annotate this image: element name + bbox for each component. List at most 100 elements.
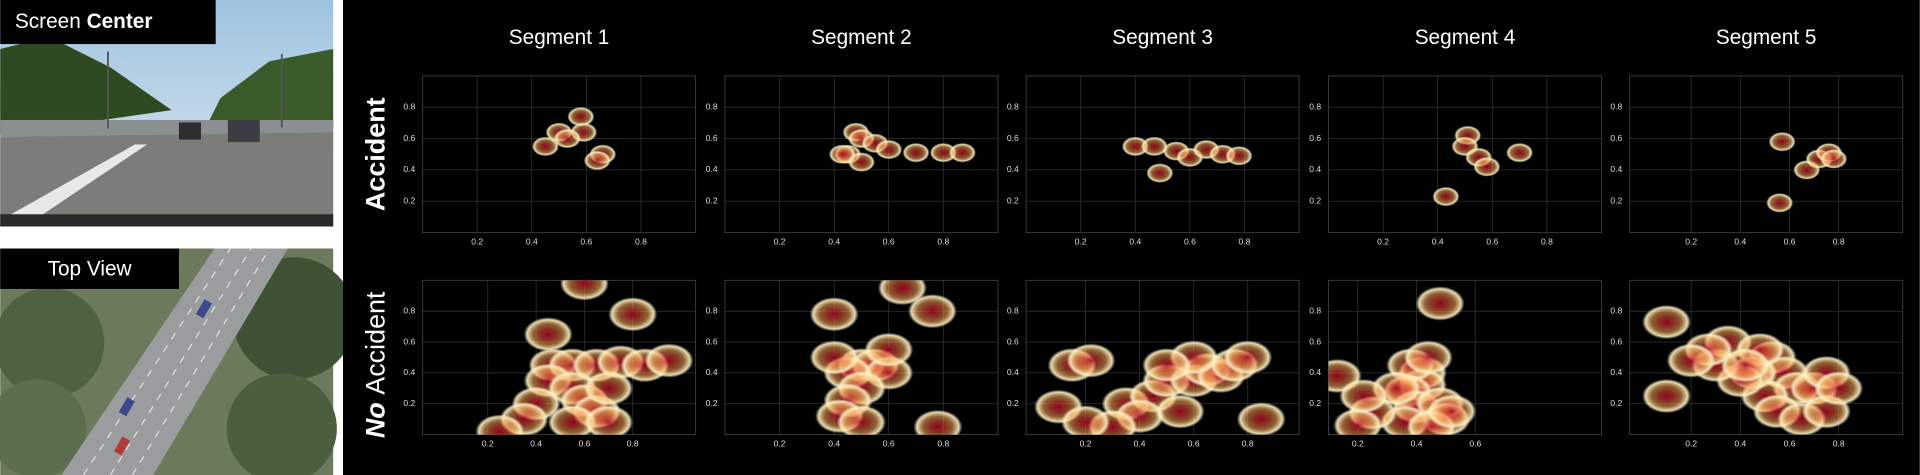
y-tick-label: 0.2 [403, 398, 415, 408]
y-tick-label: 0.2 [1007, 398, 1019, 408]
x-tick-label: 0.2 [1685, 237, 1697, 247]
y-tick-label: 0.4 [706, 367, 718, 377]
density-layer [531, 106, 617, 171]
y-tick-label: 0.6 [403, 336, 415, 346]
x-tick-label: 0.4 [1411, 439, 1423, 449]
photo-label: Screen [15, 10, 81, 33]
y-tick-label: 0.8 [1610, 102, 1622, 112]
y-tick-label: 0.4 [1007, 367, 1019, 377]
density-blob [1415, 286, 1465, 321]
density-blob [907, 294, 957, 329]
plot-area [422, 75, 697, 234]
density-blob [584, 371, 634, 406]
y-tick-label: 0.4 [1610, 164, 1622, 174]
density-blob [809, 340, 859, 375]
y-tick-label: 0.8 [1610, 305, 1622, 315]
y-tick-label: 0.4 [1309, 367, 1321, 377]
x-tick-label: 0.2 [1685, 439, 1697, 449]
y-tick-label: 0.8 [706, 305, 718, 315]
y-tick-label: 0.4 [706, 164, 718, 174]
x-tick-label: 0.6 [883, 439, 895, 449]
x-tick-label: 0.6 [578, 439, 590, 449]
x-tick-label: 0.8 [635, 237, 647, 247]
density-blob [475, 414, 525, 435]
x-tick-label: 0.4 [526, 237, 538, 247]
x-tick-label: 0.2 [1075, 237, 1087, 247]
y-tick-label: 0.6 [706, 336, 718, 346]
density-blob [1432, 186, 1460, 207]
x-tick-label: 0.4 [530, 439, 542, 449]
density-blob [929, 142, 957, 163]
y-tick-label: 0.2 [706, 398, 718, 408]
y-tick-label: 0.6 [1007, 133, 1019, 143]
density-layer [1766, 131, 1848, 213]
density-blob [1121, 136, 1149, 157]
x-tick-label: 0.2 [774, 439, 786, 449]
y-tick-label: 0.8 [1309, 102, 1321, 112]
x-tick-label: 0.8 [1833, 237, 1845, 247]
x-tick-label: 0.2 [471, 237, 483, 247]
density-blob [1140, 136, 1168, 157]
density-blob [1146, 163, 1174, 183]
density-layer [809, 280, 963, 435]
x-tick-label: 0.4 [1734, 439, 1746, 449]
density-layer [475, 280, 694, 435]
svg-text:No Accident: No Accident [361, 291, 391, 438]
y-tick-label: 0.2 [1007, 196, 1019, 206]
density-blob [828, 144, 856, 165]
density-blob [948, 142, 976, 163]
y-tick-label: 0.8 [706, 102, 718, 112]
y-tick-label: 0.6 [1610, 336, 1622, 346]
density-blob [1814, 371, 1864, 406]
plot-area [1629, 75, 1904, 234]
column-header: Segment 3 [1112, 26, 1213, 49]
x-tick-label: 0.6 [1486, 237, 1498, 247]
density-blob [1427, 394, 1477, 429]
y-tick-label: 0.6 [1610, 133, 1622, 143]
x-tick-label: 0.6 [1469, 439, 1481, 449]
density-layer [828, 122, 976, 172]
x-tick-label: 0.8 [1833, 439, 1845, 449]
x-tick-label: 0.8 [937, 439, 949, 449]
density-layer [1121, 136, 1253, 183]
row-label: Accident [361, 97, 391, 211]
density-blob [836, 405, 886, 435]
x-tick-label: 0.8 [937, 237, 949, 247]
x-tick-label: 0.6 [580, 237, 592, 247]
density-blob [1506, 142, 1534, 163]
density-blob [1766, 193, 1794, 213]
top-view-photo: Top View [0, 248, 356, 475]
x-tick-label: 0.6 [1784, 237, 1796, 247]
density-blob [523, 317, 573, 352]
density-blob [553, 128, 581, 149]
y-tick-label: 0.4 [403, 164, 415, 174]
y-tick-label: 0.4 [1007, 164, 1019, 174]
y-tick-label: 0.4 [403, 367, 415, 377]
density-blob [1642, 304, 1692, 340]
x-tick-label: 0.2 [1352, 439, 1364, 449]
screen-center-photo: Screen Center [0, 0, 334, 227]
x-tick-label: 0.8 [1541, 237, 1553, 247]
x-tick-label: 0.4 [1134, 439, 1146, 449]
density-blob [1403, 340, 1453, 375]
x-tick-label: 0.4 [828, 237, 840, 247]
y-tick-label: 0.4 [1610, 367, 1622, 377]
density-blob [1820, 149, 1848, 169]
y-tick-label: 0.2 [706, 196, 718, 206]
y-tick-label: 0.4 [1309, 164, 1321, 174]
svg-text:Screen Center: Screen Center [15, 10, 153, 33]
density-blob [584, 405, 634, 435]
y-tick-label: 0.6 [1309, 336, 1321, 346]
density-layer [1432, 125, 1534, 207]
density-blob [1339, 378, 1389, 414]
density-blob [531, 136, 559, 157]
x-tick-label: 0.6 [1188, 439, 1200, 449]
density-layer [1328, 286, 1477, 435]
x-tick-label: 0.4 [1129, 237, 1141, 247]
y-tick-label: 0.6 [1007, 336, 1019, 346]
x-tick-label: 0.4 [1432, 237, 1444, 247]
y-tick-label: 0.8 [1007, 305, 1019, 315]
column-header: Segment 2 [811, 26, 912, 49]
